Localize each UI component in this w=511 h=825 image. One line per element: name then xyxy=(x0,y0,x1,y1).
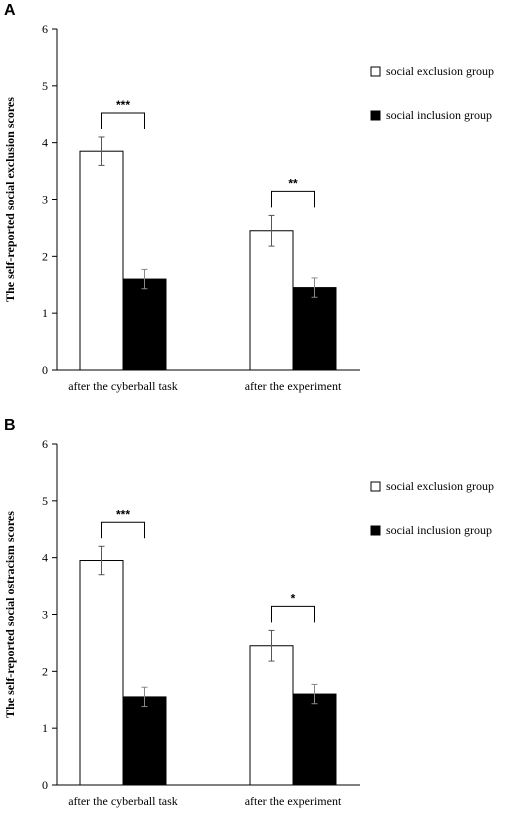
bar-a-series1-cat0 xyxy=(122,278,167,371)
bar-b-series1-cat0 xyxy=(122,696,167,786)
y-tick-label: 1 xyxy=(42,721,48,735)
y-tick-label: 0 xyxy=(42,363,48,377)
bar-a-series0-cat0 xyxy=(79,150,124,371)
x-category-label: after the cyberball task xyxy=(68,794,178,808)
significance-marker: ** xyxy=(288,176,298,190)
legend-swatch-1 xyxy=(370,525,381,536)
significance-marker: *** xyxy=(116,507,130,521)
x-category-label: after the cyberball task xyxy=(68,379,178,393)
significance-bracket xyxy=(101,521,145,539)
significance-bracket xyxy=(101,112,145,129)
y-tick-label: 2 xyxy=(42,249,48,263)
legend-label-0: social exclusion group xyxy=(386,479,494,493)
panel-label-a: A xyxy=(4,2,16,19)
bar-b-series1-cat1 xyxy=(292,693,337,786)
chart-b-svg: B The self-reported social ostracism scor… xyxy=(3,417,494,808)
significance-bracket xyxy=(271,605,315,623)
panel-b: B The self-reported social ostracism scor… xyxy=(0,415,511,825)
significance-marker: *** xyxy=(116,98,130,112)
panel-a: A The self-reported social exclusion scor… xyxy=(0,0,511,410)
significance-bracket xyxy=(271,190,315,208)
significance-marker: * xyxy=(291,591,296,605)
y-axis-label: The self-reported social ostracism score… xyxy=(3,511,17,718)
y-tick-label: 2 xyxy=(42,664,48,678)
chart-a-svg: A The self-reported social exclusion scor… xyxy=(3,2,494,393)
x-category-label: after the experiment xyxy=(245,794,342,808)
y-tick-label: 6 xyxy=(42,22,48,36)
bar-b-series0-cat0 xyxy=(79,560,124,786)
y-axis-label: The self-reported social exclusion score… xyxy=(3,97,17,302)
y-tick-label: 4 xyxy=(42,136,48,150)
legend-label-0: social exclusion group xyxy=(386,64,494,78)
legend-swatch-0 xyxy=(370,481,381,492)
y-tick-label: 3 xyxy=(42,608,48,622)
legend-label-1: social inclusion group xyxy=(386,523,492,537)
y-tick-label: 0 xyxy=(42,778,48,792)
bar-a-series0-cat1 xyxy=(249,230,294,371)
legend-swatch-1 xyxy=(370,110,381,121)
legend-swatch-0 xyxy=(370,66,381,77)
legend-label-1: social inclusion group xyxy=(386,108,492,122)
y-tick-label: 4 xyxy=(42,551,48,565)
y-tick-label: 6 xyxy=(42,437,48,451)
bar-b-series0-cat1 xyxy=(249,645,294,786)
x-category-label: after the experiment xyxy=(245,379,342,393)
y-tick-label: 3 xyxy=(42,193,48,207)
y-tick-label: 5 xyxy=(42,494,48,508)
bar-a-series1-cat1 xyxy=(292,287,337,371)
y-tick-label: 5 xyxy=(42,79,48,93)
y-tick-label: 1 xyxy=(42,306,48,320)
panel-label-b: B xyxy=(4,417,16,434)
